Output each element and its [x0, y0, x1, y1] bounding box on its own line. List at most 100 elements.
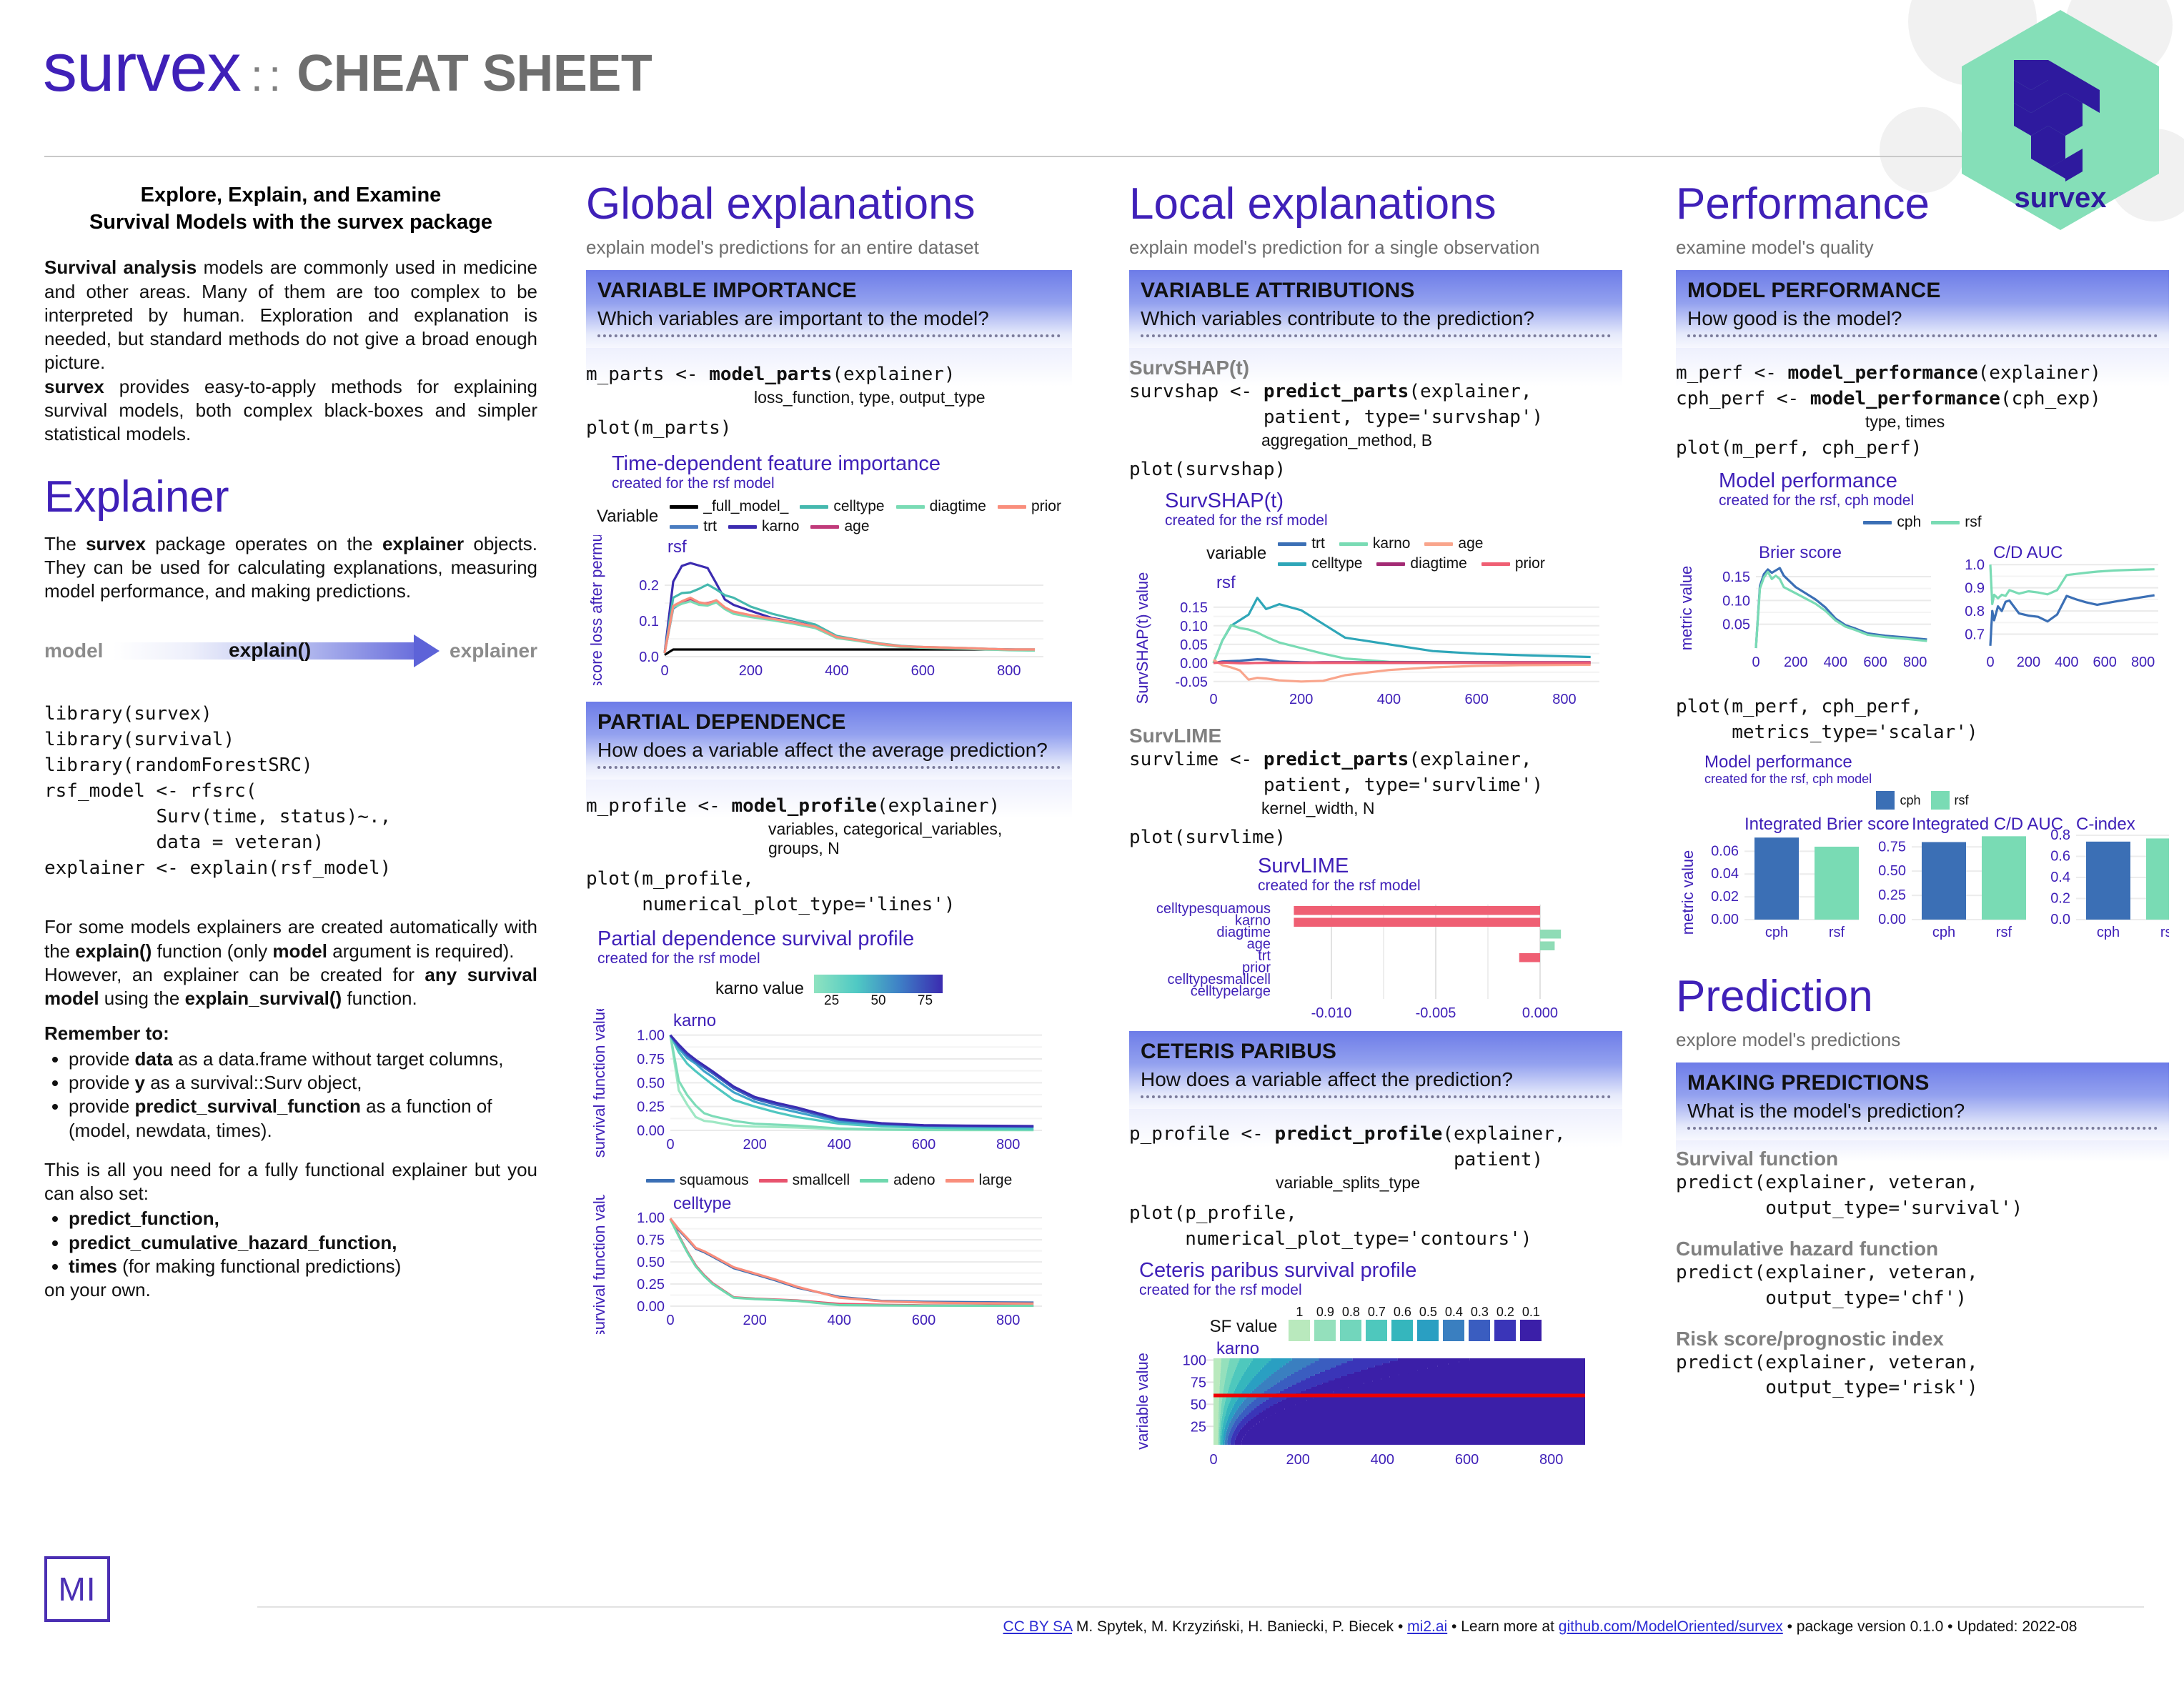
svg-text:0.0: 0.0 — [639, 650, 659, 665]
svg-text:metric value: metric value — [1677, 566, 1695, 651]
colorbar-tick: 0.7 — [1367, 1305, 1386, 1320]
legend-item: age — [810, 518, 870, 535]
explainer-paragraph-4: on your own. — [44, 1279, 151, 1301]
svg-text:karno: karno — [673, 1011, 716, 1030]
hex-logo-label: survex — [2015, 182, 2107, 214]
colorbar-swatch — [1289, 1320, 1311, 1342]
colorbar-label: karno value — [715, 979, 805, 999]
license-link[interactable]: CC BY SA — [1003, 1618, 1073, 1635]
mi2-link[interactable]: mi2.ai — [1407, 1618, 1448, 1635]
svg-text:cph: cph — [2097, 925, 2120, 940]
predict-label: Survival function — [1676, 1148, 1839, 1170]
colorbar-tick: 0.5 — [1419, 1305, 1437, 1320]
panel-ceteris-paribus: CETERIS PARIBUS How does a variable affe… — [1129, 1031, 1622, 1253]
panel-title: VARIABLE IMPORTANCE — [597, 279, 857, 302]
svg-text:0.00: 0.00 — [1711, 912, 1739, 927]
legend-item: squamous — [645, 1172, 749, 1189]
chart-title: Time-dependent feature importance — [612, 452, 940, 475]
survshap-args: aggregation_method, B — [1261, 430, 1433, 449]
svg-text:rsf: rsf — [1216, 573, 1236, 592]
survshap-label: SurvSHAP(t) — [1129, 357, 1250, 379]
decorative-blob — [1880, 107, 1965, 193]
repo-link[interactable]: github.com/ModelOriented/survex — [1558, 1618, 1783, 1635]
svg-text:800: 800 — [1552, 692, 1576, 707]
list-item: provide data as a data.frame without tar… — [69, 1047, 537, 1071]
svg-text:0.10: 0.10 — [1722, 593, 1750, 609]
svg-text:0: 0 — [1209, 692, 1217, 707]
chart-svg: celltype 0 200 400 600 800 0.00 0.25 0.50 0.75 1.0… — [590, 1183, 1042, 1338]
colorbar-swatch — [1314, 1320, 1336, 1342]
svg-text:0.06: 0.06 — [1711, 843, 1739, 859]
svg-text:600: 600 — [1464, 692, 1488, 707]
sf-colorbar: 1 0.9 0.8 0.7 0.6 0.5 0.4 0.3 0.2 0.1 — [1289, 1305, 1542, 1342]
svg-text:Brier score loss after permuta: Brier score loss after permutations — [587, 535, 605, 685]
remember-list: provide data as a data.frame without tar… — [44, 1047, 537, 1143]
svg-text:-0.05: -0.05 — [1175, 675, 1208, 690]
svg-text:0.000: 0.000 — [1522, 1005, 1558, 1021]
colorbar: 25 50 75 — [814, 975, 943, 1009]
svg-text:800: 800 — [2131, 655, 2155, 670]
panel-variable-attributions: VARIABLE ATTRIBUTIONS Which variables co… — [1129, 270, 1622, 483]
panel-dotted-divider — [1687, 1127, 2158, 1130]
panel-dotted-divider — [1141, 1095, 1611, 1099]
svg-text:survival function value: survival function value — [590, 1195, 608, 1334]
colorbar-tick: 0.2 — [1496, 1305, 1514, 1320]
legend-item: cph — [1863, 514, 1921, 531]
cp-args-1: variable_splits_type — [1276, 1173, 1421, 1192]
chart-title: Model performance — [1719, 469, 1897, 492]
panel-dotted-divider — [1141, 334, 1611, 338]
colorbar-tick: 25 — [824, 993, 840, 1009]
panel-question: How does a variable affect the predictio… — [1141, 1068, 1513, 1091]
chart-partial-dependence-karno: Partial dependence survival profile crea… — [586, 927, 1072, 1166]
svg-text:1.0: 1.0 — [1965, 557, 1985, 573]
svg-text:400: 400 — [1824, 655, 1847, 670]
svg-text:cph: cph — [1932, 925, 1955, 940]
colorbar-tick: 0.1 — [1522, 1305, 1540, 1320]
panel-title: MODEL PERFORMANCE — [1687, 279, 1941, 302]
flow-left-label: model — [44, 640, 104, 662]
legend-item: celltype — [1278, 555, 1362, 572]
svg-text:200: 200 — [743, 1137, 766, 1153]
column-performance: Performance examine model's quality MODE… — [1676, 182, 2184, 1401]
chart-time-dependent-feature-importance: Time-dependent feature importance create… — [586, 452, 1072, 726]
legend-item: adeno — [860, 1172, 935, 1189]
panel-title: CETERIS PARIBUS — [1141, 1040, 1337, 1064]
chart-survshap: SurvSHAP(t) created for the rsf model va… — [1129, 489, 1622, 719]
flow-arrow: explain() — [113, 635, 440, 668]
predict-label: Risk score/prognostic index — [1676, 1327, 1944, 1350]
optional-list: predict_function, predict_cumulative_haz… — [44, 1207, 537, 1278]
predict-code: predict(explainer, veteran, output_type=… — [1676, 1172, 2023, 1219]
intro-p1-text: models are commonly used in medicine and… — [44, 257, 537, 374]
mp-code-1: m_perf <- model_performance(explainer) c… — [1676, 362, 2101, 409]
global-heading: Global explanations — [586, 179, 976, 229]
legend-item: cph — [1876, 791, 1921, 810]
chart-subtitle: created for the rsf model — [597, 950, 760, 967]
panel-question: Which variables are important to the mod… — [597, 307, 989, 329]
list-item: predict_function, — [69, 1207, 537, 1230]
svg-text:age: age — [1247, 936, 1271, 952]
svg-text:0.04: 0.04 — [1711, 866, 1739, 882]
svg-text:0: 0 — [1986, 655, 1994, 670]
svg-text:SurvLIME local importance: SurvLIME local importance — [1329, 1020, 1517, 1023]
panel-making-predictions: MAKING PREDICTIONS What is the model's p… — [1676, 1063, 2169, 1401]
survlime-block: SurvLIME survlime <- predict_parts(expla… — [1129, 725, 1622, 851]
chart-svg: Brier score 0 200 400 600 800 0.05 0.10 0.15 C/D … — [1677, 543, 2158, 670]
legend-item: prior — [997, 498, 1061, 515]
svg-text:400: 400 — [828, 1313, 851, 1328]
predict-code: predict(explainer, veteran, output_type=… — [1676, 1261, 1978, 1309]
explainer-paragraph-1: The survex package operates on the expla… — [44, 532, 538, 602]
svg-text:metric value: metric value — [1679, 850, 1697, 935]
footer-version: • package version 0.1.0 • Updated: 2022-… — [1782, 1618, 2078, 1635]
colorbar-tick: 50 — [870, 993, 886, 1009]
legend-item: rsf — [1931, 514, 1982, 531]
mp-code-3: plot(m_perf, cph_perf, metrics_type='sca… — [1676, 696, 1978, 743]
flow-right-label: explainer — [450, 640, 537, 662]
svg-text:celltype: celltype — [673, 1195, 731, 1213]
colorbar-swatch — [1340, 1320, 1362, 1342]
svg-text:25: 25 — [1191, 1419, 1206, 1435]
svg-text:1.00: 1.00 — [637, 1210, 665, 1226]
svg-text:0.50: 0.50 — [637, 1076, 665, 1092]
predict-item: Survival function predict(explainer, vet… — [1676, 1148, 2169, 1222]
panel-title: PARTIAL DEPENDENCE — [597, 710, 846, 735]
panel-title: MAKING PREDICTIONS — [1687, 1071, 1930, 1095]
